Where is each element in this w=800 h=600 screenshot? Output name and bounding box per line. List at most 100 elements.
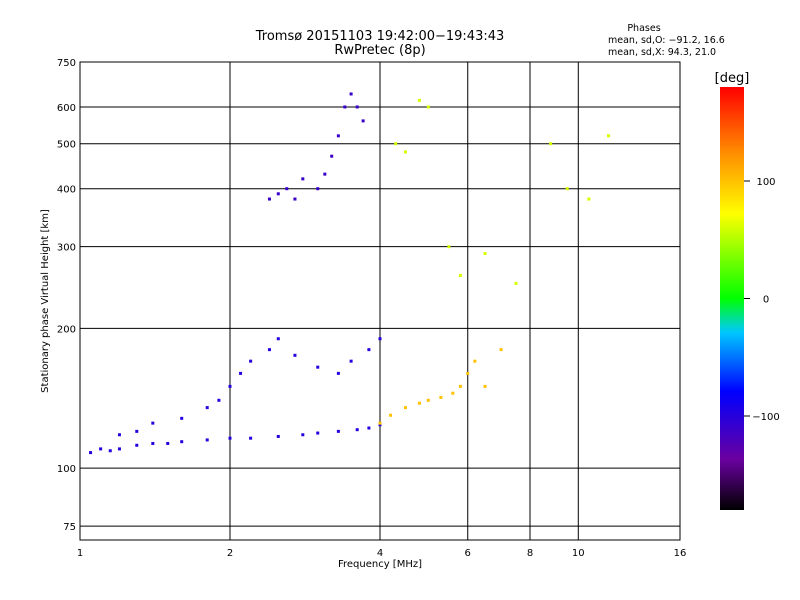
data-point — [205, 406, 209, 410]
data-point — [549, 142, 553, 146]
data-point — [483, 252, 487, 256]
data-point — [301, 433, 305, 437]
data-point — [378, 423, 382, 427]
data-point — [389, 413, 393, 417]
data-point — [285, 187, 289, 191]
data-point — [447, 245, 451, 249]
data-point — [451, 391, 455, 395]
data-point — [403, 150, 407, 154]
colorbar-tick-label: 100 — [756, 177, 775, 188]
y-axis-ticks: 75 100 200 300 400 500 600 750 — [57, 58, 76, 533]
data-point — [239, 371, 243, 375]
data-point — [483, 384, 487, 388]
stats-x-mode: mean, sd,X: 94.3, 21.0 — [608, 47, 716, 58]
chart-subtitle: RwPretec (8p) — [334, 43, 425, 58]
data-point — [367, 426, 371, 430]
data-point — [336, 134, 340, 138]
data-point — [316, 431, 320, 435]
data-point — [135, 429, 139, 433]
x-tick-label: 10 — [572, 548, 585, 559]
data-point — [361, 119, 365, 123]
y-tick-label: 100 — [57, 464, 76, 475]
data-point — [426, 105, 430, 109]
x-axis-label: Frequency [MHz] — [338, 559, 422, 570]
stats-title: Phases — [627, 23, 660, 34]
data-point — [343, 105, 347, 109]
data-point — [378, 337, 382, 341]
data-point — [276, 192, 280, 196]
data-point — [205, 438, 209, 442]
data-point — [316, 365, 320, 369]
colorbar — [720, 87, 744, 510]
data-point — [499, 348, 503, 352]
data-point — [301, 177, 305, 181]
x-tick-label: 2 — [227, 548, 233, 559]
y-tick-label: 500 — [57, 140, 76, 151]
data-point — [565, 187, 569, 191]
data-point — [355, 428, 359, 432]
data-point — [458, 274, 462, 278]
data-point — [403, 406, 407, 410]
data-point — [367, 348, 371, 352]
x-tick-label: 8 — [527, 548, 533, 559]
data-point — [587, 197, 591, 201]
data-point — [473, 359, 477, 363]
data-point — [180, 440, 184, 444]
chart-title: Tromsø 20151103 19:42:00−19:43:43 — [255, 29, 505, 44]
data-point — [466, 371, 470, 375]
y-tick-label: 600 — [57, 103, 76, 114]
grid-lines — [79, 61, 681, 540]
data-point — [607, 134, 611, 138]
data-point — [267, 197, 271, 201]
data-point — [228, 436, 232, 440]
data-point — [514, 281, 518, 285]
data-point — [249, 359, 253, 363]
colorbar-tick-label: −100 — [752, 412, 779, 423]
data-point — [249, 436, 253, 440]
data-point — [323, 172, 327, 176]
y-tick-label: 400 — [57, 185, 76, 196]
data-point — [151, 441, 155, 445]
data-point — [276, 337, 280, 341]
x-tick-label: 4 — [377, 548, 383, 559]
data-point — [151, 421, 155, 425]
data-point — [293, 197, 297, 201]
data-point — [355, 105, 359, 109]
y-tick-label: 300 — [57, 243, 76, 254]
data-point — [117, 447, 121, 451]
data-point — [378, 421, 382, 425]
data-point — [228, 384, 232, 388]
data-point — [417, 401, 421, 405]
data-point — [135, 443, 139, 447]
y-tick-label: 75 — [63, 522, 76, 533]
data-point — [426, 398, 430, 402]
data-point — [293, 353, 297, 357]
y-axis-label: Stationary phase Virtual Height [km] — [40, 209, 51, 393]
data-point — [267, 348, 271, 352]
colorbar-tick-label: 0 — [763, 295, 769, 306]
data-point — [349, 359, 353, 363]
data-points — [89, 92, 611, 455]
colorbar-ticks: 100 0 −100 — [744, 177, 780, 423]
data-point — [336, 429, 340, 433]
stats-o-mode: mean, sd,O: −91.2, 16.6 — [608, 35, 725, 46]
x-tick-label: 1 — [77, 548, 83, 559]
data-point — [316, 187, 320, 191]
data-point — [99, 447, 103, 451]
data-point — [330, 154, 334, 158]
data-point — [417, 98, 421, 102]
data-point — [349, 92, 353, 96]
data-point — [394, 142, 398, 146]
data-point — [217, 398, 221, 402]
data-point — [276, 434, 280, 438]
data-point — [458, 384, 462, 388]
data-point — [89, 451, 93, 455]
x-tick-label: 6 — [465, 548, 471, 559]
data-point — [166, 441, 170, 445]
data-point — [439, 395, 443, 399]
data-point — [108, 449, 112, 453]
x-tick-label: 16 — [674, 548, 687, 559]
data-point — [180, 416, 184, 420]
plot-frame — [79, 61, 681, 541]
